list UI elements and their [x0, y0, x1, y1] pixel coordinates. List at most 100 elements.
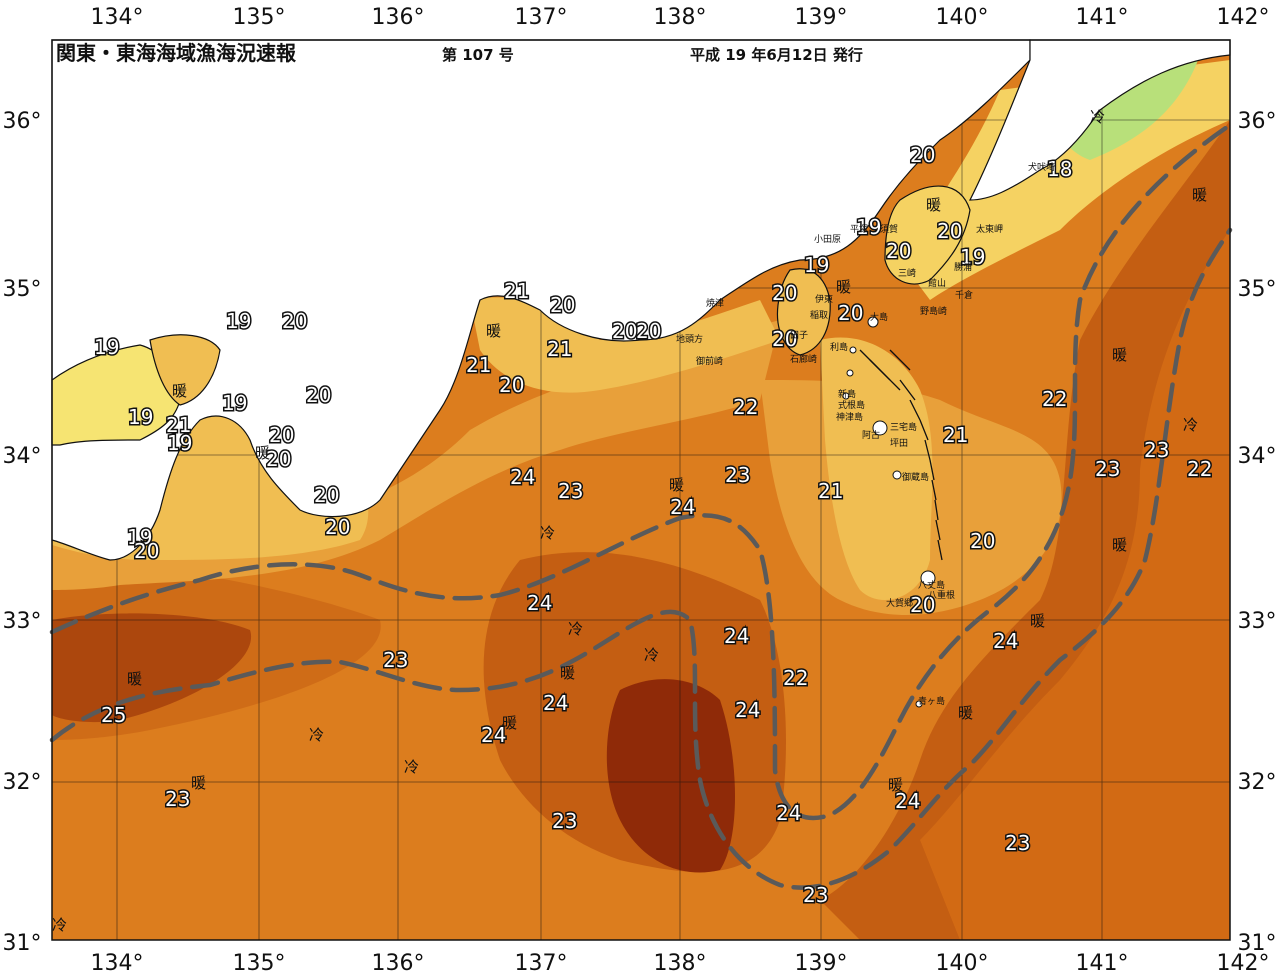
- lon-label: 134°: [91, 5, 144, 30]
- isotherm-23: 23: [558, 479, 583, 503]
- place-owatashi: 大賀郷: [886, 597, 913, 609]
- place-mikurajima: 御蔵島: [902, 471, 929, 483]
- isotherm-23: 23: [1095, 457, 1120, 481]
- lon-label: 140°: [936, 5, 989, 30]
- place-toshima: 利島: [830, 341, 848, 353]
- isotherm-24: 24: [481, 723, 506, 747]
- warm-mark: 暖: [926, 196, 941, 214]
- isotherm-20: 20: [282, 309, 307, 333]
- latitude-labels-left: 36° 35° 34° 33° 32° 31°: [3, 109, 42, 956]
- kuroshio-paths: [49, 122, 1233, 890]
- warm-mark: 暖: [486, 322, 501, 340]
- lon-label: 142°: [1217, 951, 1270, 976]
- lat-label: 35°: [1238, 277, 1277, 302]
- header: 関東・東海海域漁海況速報 第 107 号 平成 19 年6月12日 発行: [56, 41, 863, 65]
- map-frame: [51, 39, 1231, 941]
- isotherm-20: 20: [269, 423, 294, 447]
- place-aogashima: 青ヶ島: [918, 695, 945, 707]
- isotherm-20: 20: [886, 239, 911, 263]
- isotherm-19: 19: [94, 335, 119, 359]
- isotherm-19: 19: [222, 391, 247, 415]
- lat-label: 32°: [3, 770, 42, 795]
- kuroshio-north-edge: [49, 122, 1233, 821]
- place-misaki: 三崎: [898, 267, 916, 279]
- place-ako: 阿古: [862, 429, 880, 441]
- isotherm-23: 23: [165, 787, 190, 811]
- isotherm-19: 19: [226, 309, 251, 333]
- place-shikinejima: 式根島: [838, 399, 865, 411]
- isotherm-19: 19: [960, 245, 985, 269]
- isotherm-20: 20: [970, 529, 995, 553]
- place-hiratsuka: 平塚: [850, 224, 868, 235]
- isotherm-21: 21: [504, 279, 529, 303]
- isotherm-23: 23: [725, 463, 750, 487]
- lon-label: 140°: [936, 951, 989, 976]
- lat-label: 31°: [1238, 931, 1277, 956]
- warm-mark: 暖: [836, 278, 851, 296]
- isotherm-20: 20: [550, 293, 575, 317]
- lon-label: 138°: [654, 5, 707, 30]
- place-tsubota: 坪田: [890, 438, 908, 449]
- isotherm-23: 23: [383, 648, 408, 672]
- latitude-labels-right: 36° 35° 34° 33° 32° 31°: [1238, 109, 1277, 956]
- isotherm-19: 19: [127, 525, 152, 549]
- place-taitozaki: 太東岬: [976, 223, 1003, 235]
- isotherm-24: 24: [993, 629, 1018, 653]
- isotherm-23: 23: [552, 809, 577, 833]
- water-mass-marks: 暖 暖 暖 暖 暖 暖 暖 暖 暖 暖 暖 暖 暖 暖 暖 暖 冷 冷 冷 冷 …: [52, 108, 1207, 934]
- isotherm-20: 20: [937, 219, 962, 243]
- lat-label: 35°: [3, 277, 42, 302]
- lon-label: 139°: [795, 951, 848, 976]
- warm-mark: 暖: [127, 670, 142, 688]
- place-chikyukata: 地頭方: [676, 333, 703, 345]
- lat-label: 32°: [1238, 770, 1277, 795]
- isotherm-20: 20: [314, 483, 339, 507]
- isotherm-20: 20: [134, 539, 159, 563]
- isotherm-labels: 19 19 19 19 19 19 19 19 19 20 20 20 20 2…: [93, 142, 1214, 909]
- issue-number: 第 107 号: [442, 46, 514, 64]
- longitude-labels-bottom: 134° 135° 136° 137° 138° 139° 140° 141° …: [91, 951, 1270, 976]
- place-nojimazaki: 野島崎: [920, 305, 947, 317]
- isotherm-19: 19: [804, 253, 829, 277]
- lon-label: 134°: [91, 951, 144, 976]
- isotherm-24: 24: [735, 698, 760, 722]
- isotherm-20: 20: [636, 319, 661, 343]
- isotherm-22: 22: [783, 666, 808, 690]
- warm-mark: 暖: [1112, 346, 1127, 364]
- place-irozaki: 石廊崎: [790, 353, 817, 365]
- lon-label: 141°: [1076, 5, 1129, 30]
- isotherm-20: 20: [499, 373, 524, 397]
- lat-label: 31°: [3, 931, 42, 956]
- isotherm-20: 20: [772, 327, 797, 351]
- place-niijima: 新島: [838, 388, 856, 400]
- isotherm-20: 20: [910, 593, 935, 617]
- kuroshio-south-edge: [49, 227, 1233, 890]
- isotherm-24: 24: [543, 691, 568, 715]
- place-omaezaki: 御前崎: [696, 355, 723, 367]
- isotherm-20: 20: [612, 319, 637, 343]
- map-title: 関東・東海海域漁海況速報: [56, 41, 297, 65]
- isotherm-24: 24: [527, 591, 552, 615]
- isotherm-21: 21: [943, 423, 968, 447]
- isotherm-22: 22: [1042, 387, 1067, 411]
- isotherm-24: 24: [724, 624, 749, 648]
- cold-mark: 冷: [568, 620, 583, 638]
- place-kozushima: 神津島: [836, 411, 863, 423]
- cold-mark: 冷: [52, 916, 67, 934]
- isotherm-23: 23: [1005, 831, 1030, 855]
- warm-mark: 暖: [1112, 536, 1127, 554]
- current-vectors: [859, 349, 943, 561]
- isotherm-20: 20: [910, 143, 935, 167]
- lon-label: 142°: [1217, 5, 1270, 30]
- warm-mark: 暖: [1030, 612, 1045, 630]
- place-chikura: 千倉: [955, 289, 973, 301]
- lat-label: 36°: [1238, 109, 1277, 134]
- warm-mark: 暖: [560, 664, 575, 682]
- isotherm-22: 22: [733, 395, 758, 419]
- isotherm-21: 21: [166, 413, 191, 437]
- lon-label: 137°: [515, 951, 568, 976]
- longitude-labels-top: 134° 135° 136° 137° 138° 139° 140° 141° …: [91, 5, 1270, 30]
- place-hachijojima: 八丈島: [918, 579, 945, 591]
- isotherm-20: 20: [838, 301, 863, 325]
- place-yaene: 八重根: [928, 589, 955, 601]
